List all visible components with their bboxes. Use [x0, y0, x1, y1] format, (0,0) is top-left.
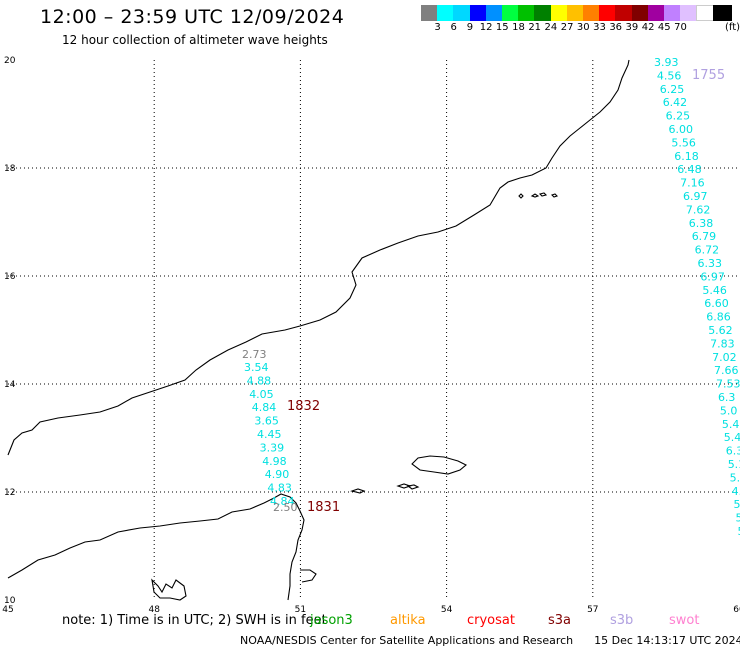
sat-legend-s3b: s3b — [610, 613, 634, 628]
y-tick-label: 20 — [4, 56, 16, 66]
page-title: 12:00 – 23:59 UTC 12/09/2024 — [40, 6, 345, 28]
wave-height-value: 7.02 — [712, 351, 737, 364]
wave-height-value: 3.54 — [244, 361, 269, 374]
wave-height-value: 5.46 — [702, 284, 727, 297]
scale-label: 18 — [512, 22, 525, 33]
footer-org: NOAA/NESDIS Center for Satellite Applica… — [240, 634, 574, 647]
wave-height-value: 5.4 — [724, 431, 740, 444]
scale-label: 42 — [641, 22, 655, 33]
wave-height-value: 4.45 — [257, 428, 282, 441]
wave-height-value: 7.66 — [714, 364, 739, 377]
wave-height-value: 4.90 — [265, 468, 290, 481]
track-time-label: 1832 — [287, 399, 320, 414]
sat-legend-swot: swot — [669, 613, 700, 628]
wave-height-value: 4.84 — [252, 401, 276, 414]
wave-height-value: 7.53 — [716, 378, 740, 391]
wave-height-value: 7.16 — [680, 177, 705, 190]
wave-height-value: 6.25 — [660, 83, 685, 96]
scale-swatch — [712, 5, 732, 21]
wave-height-value: 3.39 — [260, 441, 285, 454]
wave-height-value: 5.5 — [734, 498, 740, 511]
wave-height-value: 4.84 — [270, 495, 295, 508]
wave-height-value: 7.83 — [710, 337, 735, 350]
footer-credit: NOAA/NESDIS Center for Satellite Applica… — [240, 634, 740, 647]
wave-height-value: 2.73 — [242, 348, 267, 361]
track-time-label: 1755 — [692, 68, 725, 83]
x-tick-label: 60 — [733, 605, 740, 615]
scale-label: 39 — [625, 22, 639, 33]
scale-label: 36 — [609, 22, 623, 33]
wave-height-value: 6.79 — [692, 230, 717, 243]
x-tick-label: 45 — [2, 605, 13, 615]
wave-height-value: 6.86 — [706, 311, 731, 324]
y-tick-label: 10 — [4, 596, 16, 606]
footer-timestamp: 15 Dec 14:13:17 UTC 2024 — [594, 634, 740, 647]
wave-height-value: 4.98 — [262, 455, 287, 468]
wave-height-value: 4.83 — [267, 482, 292, 495]
scale-label: 45 — [657, 22, 671, 33]
y-tick-label: 18 — [4, 164, 16, 174]
wave-height-value: 4.05 — [249, 388, 274, 401]
wave-height-value: 6.33 — [698, 257, 723, 270]
sat-legend-cryosat: cryosat — [467, 613, 515, 628]
wave-height-value: 6.38 — [689, 217, 714, 230]
y-tick-label: 12 — [4, 488, 15, 498]
scale-label: 3 — [434, 22, 441, 33]
satellite-tracks: 3.934.566.256.426.256.005.566.186.487.16… — [242, 56, 740, 551]
note-prefix: note: 1) Time is in UTC; 2) SWH is in fe… — [62, 613, 327, 628]
axis-labels: 45 48 51 54 57 60 20 18 16 14 12 10 — [2, 56, 740, 615]
scale-label: 27 — [560, 22, 574, 33]
scale-label: 9 — [466, 22, 474, 33]
map-frame — [8, 60, 739, 600]
scale-label: 6 — [450, 22, 457, 33]
wave-height-value: 5.0 — [730, 471, 740, 484]
scale-label: 21 — [528, 22, 542, 33]
track-time-label: 1831 — [307, 500, 340, 515]
y-tick-label: 16 — [4, 272, 16, 282]
y-tick-label: 14 — [4, 380, 16, 390]
x-tick-label: 54 — [441, 605, 453, 615]
wave-height-value: 6.3 — [726, 445, 740, 458]
wave-height-value: 2.50 — [273, 501, 298, 514]
wave-height-value: 5.1 — [728, 458, 740, 471]
wave-height-value: 6.42 — [663, 96, 688, 109]
coastline — [7, 59, 630, 601]
wave-height-value: 4.88 — [247, 374, 272, 387]
sat-legend-altika: altika — [390, 613, 426, 628]
scale-unit: (ft) — [725, 22, 740, 33]
wave-height-value: 6.3 — [718, 391, 736, 404]
wave-height-value: 6.00 — [669, 123, 694, 136]
wave-height-value: 3.93 — [654, 56, 679, 69]
wave-height-value: 4.9 — [732, 485, 740, 498]
wave-height-value: 5.2 — [737, 525, 740, 538]
x-tick-label: 57 — [587, 605, 598, 615]
scale-label: 70 — [674, 22, 687, 33]
sat-legend-jason3: jason3 — [310, 613, 353, 628]
scale-label: 30 — [576, 22, 590, 33]
scale-label: 15 — [495, 22, 509, 33]
wave-height-value: 5.5 — [736, 512, 740, 525]
wave-height-value: 3.65 — [254, 415, 279, 428]
page-subtitle: 12 hour collection of altimeter wave hei… — [62, 33, 328, 47]
scale-label: 24 — [544, 22, 558, 33]
wave-height-value: 5.4 — [722, 418, 740, 431]
x-tick-label: 48 — [148, 605, 160, 615]
sat-legend-s3a: s3a — [548, 613, 572, 628]
wave-height-value: 5.62 — [708, 324, 733, 337]
scale-label: 33 — [593, 22, 606, 33]
wave-height-value: 6.60 — [704, 297, 729, 310]
wave-height-value: 7.62 — [686, 203, 711, 216]
wave-height-value: 6.97 — [683, 190, 708, 203]
x-tick-label: 51 — [295, 605, 306, 615]
wave-height-value: 6.72 — [695, 244, 720, 257]
wave-height-value: 6.48 — [677, 163, 702, 176]
scale-label: 12 — [479, 22, 493, 33]
wave-height-value: 6.25 — [666, 110, 691, 123]
wave-height-value: 6.18 — [674, 150, 699, 163]
wave-height-value: 6.97 — [700, 270, 725, 283]
wave-height-value: 5.0 — [720, 404, 738, 417]
wave-height-value: 4.56 — [657, 69, 682, 82]
wave-height-value: 5.56 — [671, 136, 696, 149]
